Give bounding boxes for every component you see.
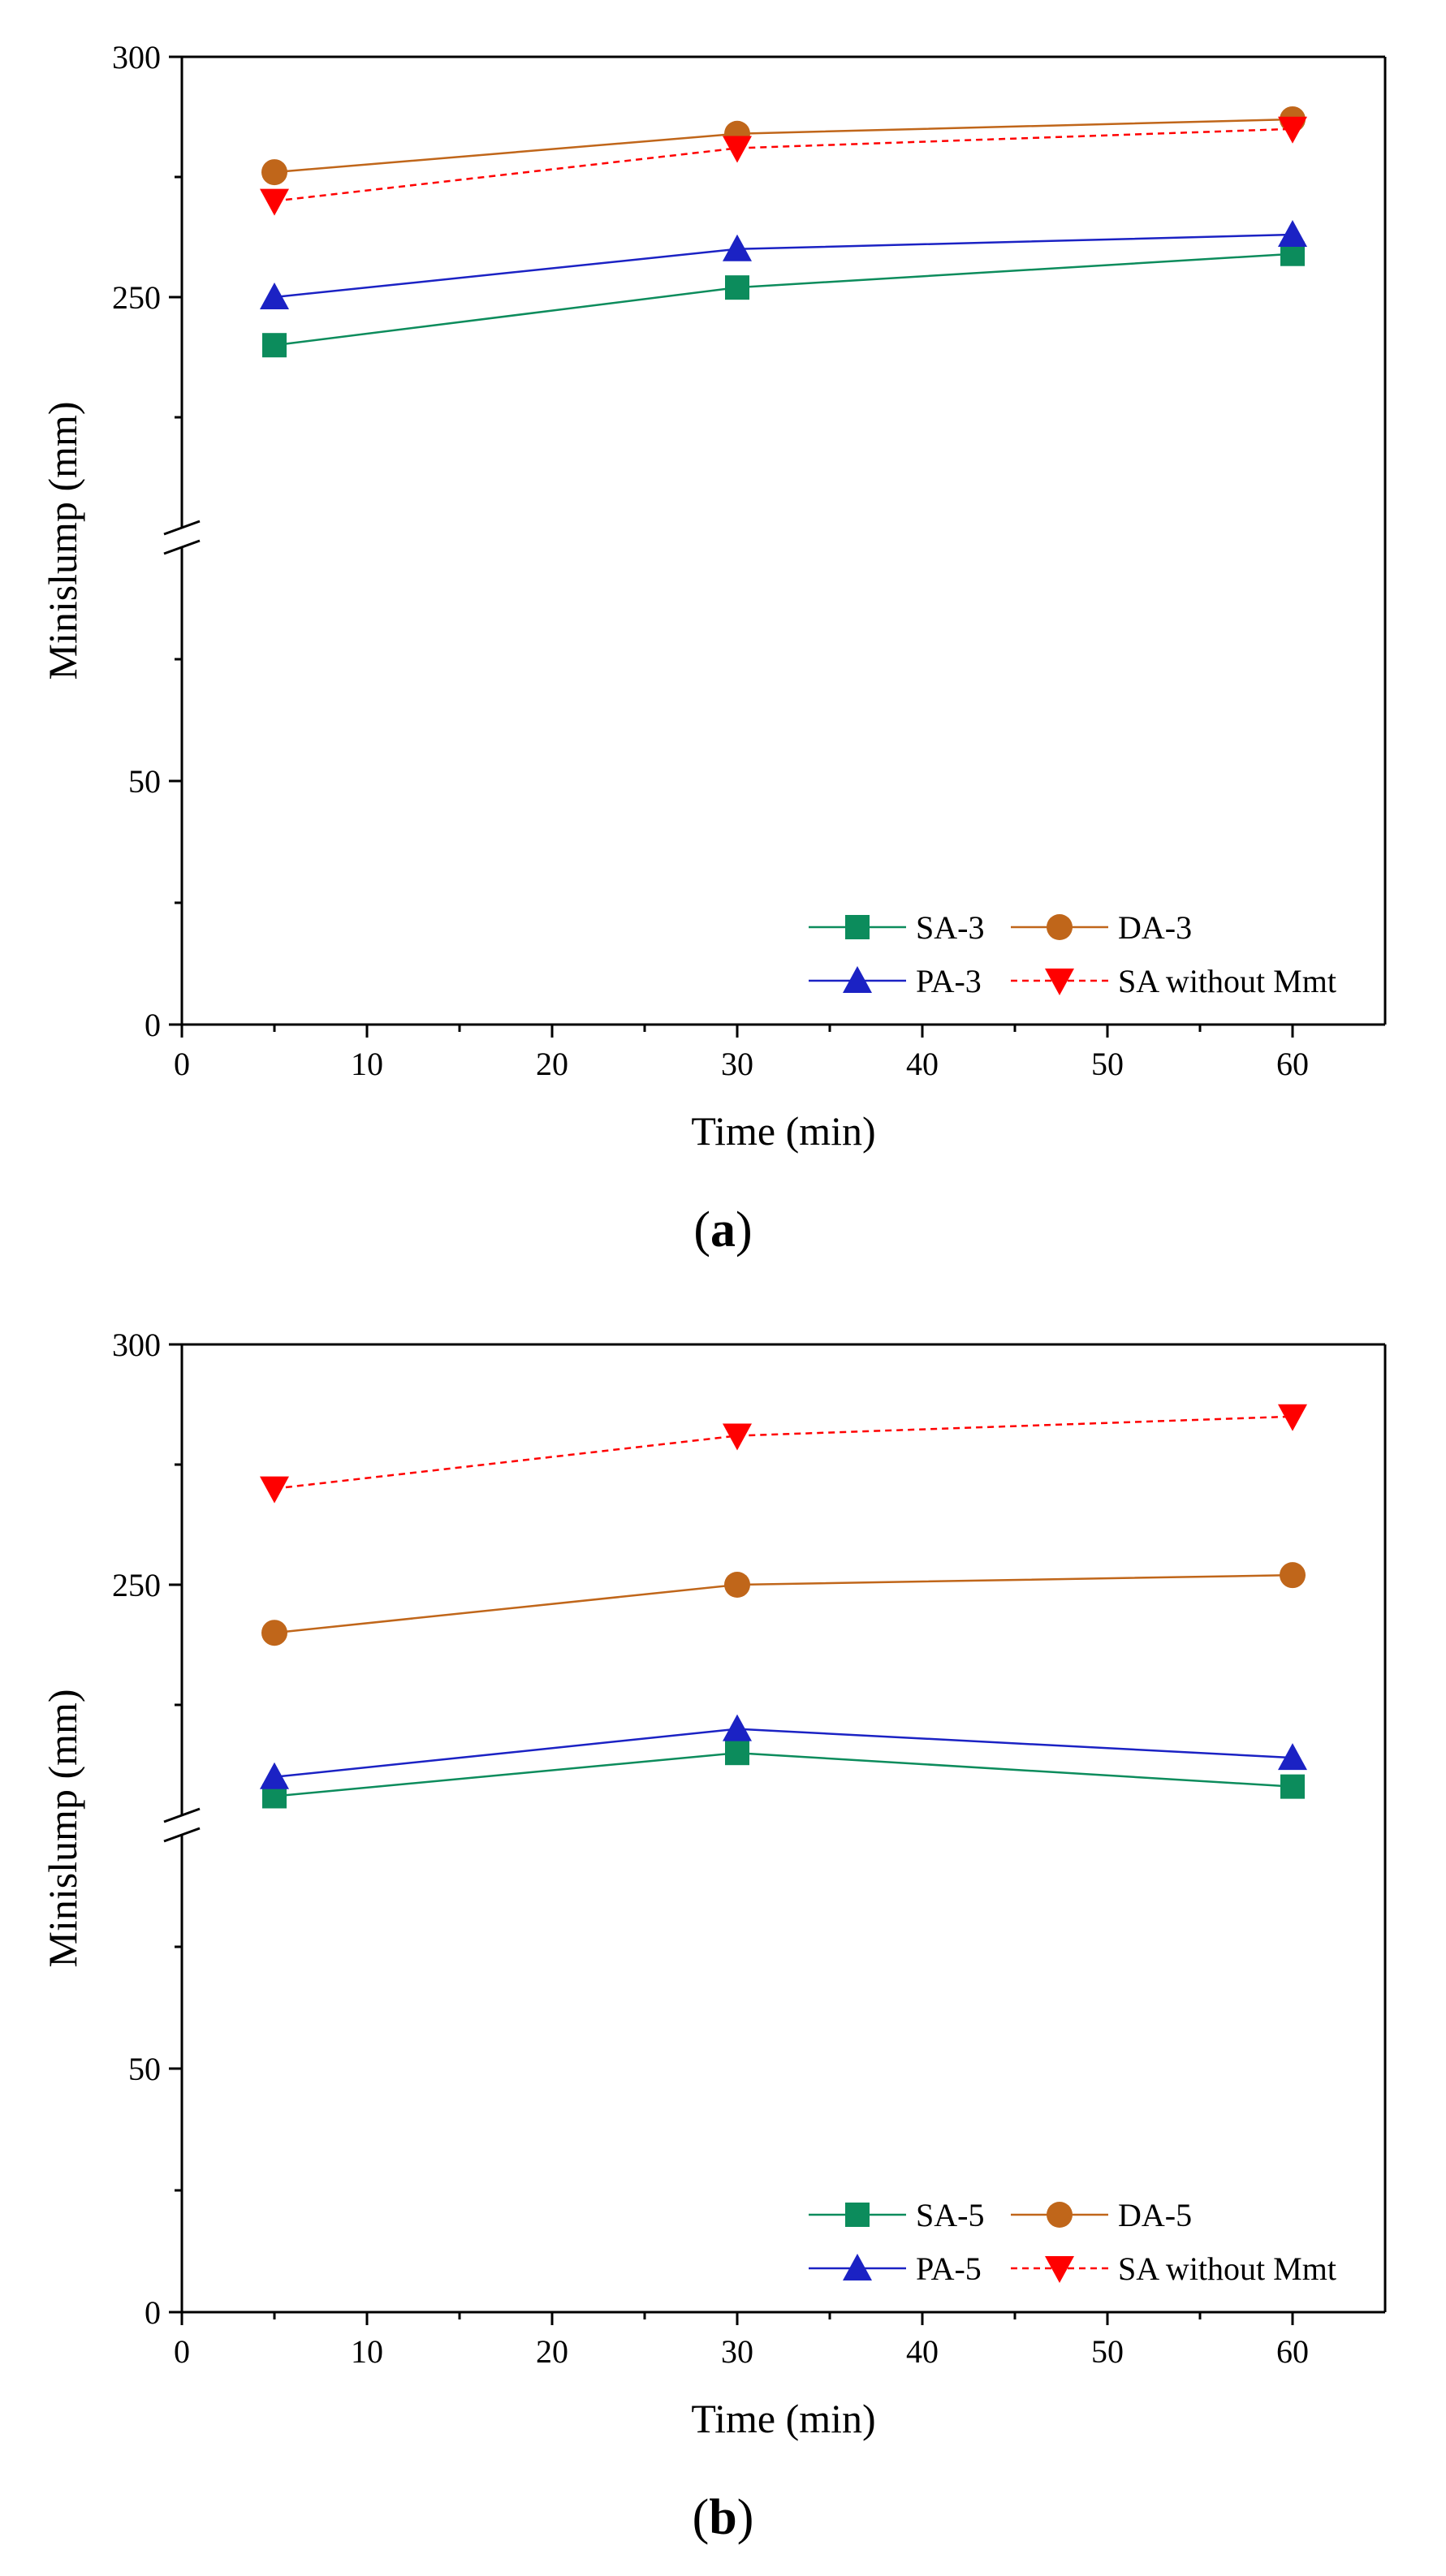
- data-point-pa-5: [260, 1762, 289, 1789]
- y-axis-title: Minislump (mm): [40, 401, 85, 680]
- series-line-pa-5: [274, 1728, 1293, 1779]
- y-tick-label: 0: [145, 2294, 161, 2331]
- legend-marker-da-3: [1047, 914, 1073, 940]
- series-line-pa-3: [274, 233, 1293, 299]
- legend-label-da-5: DA-5: [1118, 2197, 1192, 2233]
- x-tick-label: 50: [1091, 1046, 1124, 1082]
- data-point-pa-3: [260, 283, 289, 309]
- data-point-pa-5: [1278, 1743, 1307, 1771]
- x-tick-label: 50: [1091, 2333, 1124, 2370]
- data-point-sa-without-mmt: [1278, 116, 1307, 144]
- x-tick-label: 0: [174, 2333, 190, 2370]
- data-point-sa-without-mmt: [260, 188, 289, 216]
- chart-b: 0 10 20 30 40 50 60 0 50 250 300 Time (min) Minislum…: [40, 1327, 1387, 2441]
- y-axis-title: Minislump (mm): [40, 1689, 85, 1967]
- data-point-da-3: [261, 159, 287, 186]
- y-tick-label: 250: [112, 1567, 161, 1603]
- legend-label-pa-3: PA-3: [916, 963, 982, 999]
- y-tick-label: 300: [112, 39, 161, 76]
- x-tick-label: 0: [174, 1046, 190, 1082]
- y-tick-label: 50: [128, 2051, 161, 2087]
- legend-marker-pa-3: [843, 966, 872, 993]
- legend-label-da-3: DA-3: [1118, 909, 1192, 946]
- caption-b: (b): [692, 2490, 754, 2545]
- data-point-da-5: [724, 1572, 750, 1598]
- x-tick-label: 10: [351, 2333, 383, 2370]
- caption-a: (a): [693, 1202, 753, 1258]
- x-tick-label: 10: [351, 1046, 383, 1082]
- x-axis-title: Time (min): [691, 2396, 875, 2441]
- y-tick-label: 0: [145, 1007, 161, 1043]
- legend-marker-sa-5: [845, 2203, 870, 2227]
- series-line-sa-3: [274, 252, 1293, 347]
- axis-break-mark: [163, 520, 201, 536]
- y-tick-label: 250: [112, 279, 161, 316]
- caption-a-label: a: [710, 1202, 736, 1258]
- legend-marker-da-5: [1047, 2202, 1073, 2228]
- x-tick-label: 20: [536, 2333, 568, 2370]
- y-tick-label: 300: [112, 1327, 161, 1363]
- legend-label-sa-3: SA-3: [916, 909, 984, 946]
- data-point-pa-3: [1278, 220, 1307, 248]
- y-tick-label: 50: [128, 763, 161, 800]
- legend-marker-pa-5: [843, 2254, 872, 2280]
- data-point-sa-without-mmt: [723, 136, 752, 163]
- axis-break-mark: [163, 539, 201, 555]
- axis-break-mark: [163, 1807, 201, 1823]
- axis-break-mark: [163, 1827, 201, 1843]
- legend-label-pa-5: PA-5: [916, 2250, 982, 2287]
- data-point-sa-3: [262, 333, 287, 358]
- data-point-da-5: [261, 1620, 287, 1646]
- x-axis-title: Time (min): [691, 1108, 875, 1154]
- data-point-pa-5: [723, 1714, 752, 1741]
- data-point-da-5: [1280, 1562, 1306, 1589]
- series-line-sa-5: [274, 1751, 1293, 1797]
- x-tick-label: 40: [906, 2333, 939, 2370]
- data-point-sa-without-mmt: [1278, 1404, 1307, 1431]
- x-tick-label: 60: [1276, 1046, 1309, 1082]
- chart-panel-a: 0 10 20 30 40 50 60 0 50 250 300 Time (min) Minislum…: [40, 39, 1387, 1258]
- series-line-da-5: [274, 1573, 1293, 1634]
- data-point-sa-without-mmt: [260, 1476, 289, 1504]
- legend-marker-sa-without-mmt: [1045, 2256, 1074, 2283]
- x-tick-label: 20: [536, 1046, 568, 1082]
- data-point-sa-without-mmt: [723, 1423, 752, 1451]
- data-point-sa-5: [725, 1741, 749, 1766]
- caption-b-label: b: [709, 2490, 737, 2545]
- legend-label-sa-without-mmt: SA without Mmt: [1118, 963, 1336, 999]
- data-point-pa-3: [723, 234, 752, 261]
- chart-panel-b: 0 10 20 30 40 50 60 0 50 250 300 Time (min) Minislum…: [0, 1288, 1446, 2576]
- x-tick-label: 60: [1276, 2333, 1309, 2370]
- legend-label-sa-without-mmt: SA without Mmt: [1118, 2250, 1336, 2287]
- legend-label-sa-5: SA-5: [916, 2197, 984, 2233]
- series-line-sa-without-mmt: [274, 127, 1293, 202]
- legend-marker-sa-3: [845, 915, 870, 939]
- data-point-sa-5: [1280, 1774, 1305, 1799]
- x-tick-label: 30: [721, 1046, 753, 1082]
- x-tick-label: 40: [906, 1046, 939, 1082]
- chart-a: 0 10 20 30 40 50 60 0 50 250 300 Time (min) Minislum…: [40, 39, 1387, 1154]
- data-point-sa-3: [725, 275, 749, 300]
- series-line-sa-without-mmt: [274, 1415, 1293, 1490]
- legend-marker-sa-without-mmt: [1045, 969, 1074, 995]
- x-tick-label: 30: [721, 2333, 753, 2370]
